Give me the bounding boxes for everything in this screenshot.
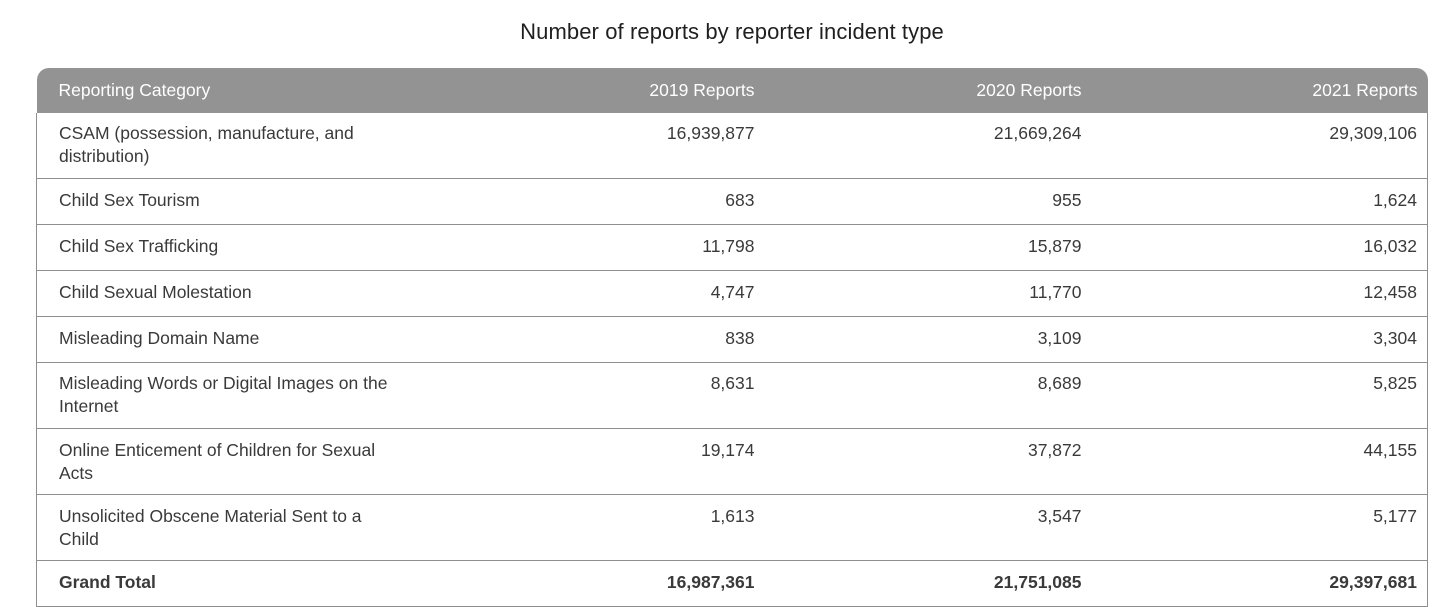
value-2020-cell: 3,109	[764, 316, 1092, 363]
value-2019-cell: 11,798	[456, 224, 765, 271]
value-2020-cell: 21,669,264	[764, 113, 1092, 179]
header-2021-reports: 2021 Reports	[1091, 68, 1428, 113]
header-2020-reports: 2020 Reports	[764, 68, 1092, 113]
table-row: Child Sexual Molestation 4,747 11,770 12…	[36, 270, 1428, 317]
category-cell: Unsolicited Obscene Material Sent to a C…	[36, 494, 457, 561]
value-2019-cell: 838	[456, 316, 765, 363]
value-2021-cell: 5,825	[1091, 362, 1428, 429]
value-2021-cell: 16,032	[1091, 224, 1428, 271]
value-2019-cell: 8,631	[456, 362, 765, 429]
grand-total-2019: 16,987,361	[456, 560, 765, 607]
header-2019-reports: 2019 Reports	[456, 68, 765, 113]
category-cell: Child Sexual Molestation	[36, 270, 457, 317]
value-2019-cell: 1,613	[456, 494, 765, 561]
value-2020-cell: 37,872	[764, 428, 1092, 495]
header-reporting-category: Reporting Category	[36, 68, 457, 113]
table-body: CSAM (possession, manufacture, and distr…	[36, 113, 1428, 607]
reports-table: Reporting Category 2019 Reports 2020 Rep…	[36, 68, 1428, 607]
table-row: Child Sex Trafficking 11,798 15,879 16,0…	[36, 224, 1428, 271]
table-row: Misleading Words or Digital Images on th…	[36, 362, 1428, 429]
category-cell: CSAM (possession, manufacture, and distr…	[36, 113, 457, 179]
value-2020-cell: 3,547	[764, 494, 1092, 561]
value-2021-cell: 12,458	[1091, 270, 1428, 317]
table-row: Child Sex Tourism 683 955 1,624	[36, 178, 1428, 225]
table-header: Reporting Category 2019 Reports 2020 Rep…	[36, 68, 1428, 113]
value-2021-cell: 5,177	[1091, 494, 1428, 561]
value-2019-cell: 683	[456, 178, 765, 225]
table-row: Online Enticement of Children for Sexual…	[36, 428, 1428, 495]
value-2020-cell: 15,879	[764, 224, 1092, 271]
grand-total-row: Grand Total 16,987,361 21,751,085 29,397…	[36, 560, 1428, 607]
category-cell: Child Sex Tourism	[36, 178, 457, 225]
value-2020-cell: 955	[764, 178, 1092, 225]
category-cell: Misleading Domain Name	[36, 316, 457, 363]
table-row: Unsolicited Obscene Material Sent to a C…	[36, 494, 1428, 561]
value-2019-cell: 16,939,877	[456, 113, 765, 179]
value-2021-cell: 44,155	[1091, 428, 1428, 495]
reports-table-container: Reporting Category 2019 Reports 2020 Rep…	[36, 68, 1428, 607]
grand-total-2020: 21,751,085	[764, 560, 1092, 607]
category-cell: Misleading Words or Digital Images on th…	[36, 362, 457, 429]
header-row: Reporting Category 2019 Reports 2020 Rep…	[36, 68, 1428, 113]
value-2020-cell: 8,689	[764, 362, 1092, 429]
page-title: Number of reports by reporter incident t…	[520, 19, 944, 44]
value-2021-cell: 1,624	[1091, 178, 1428, 225]
value-2019-cell: 19,174	[456, 428, 765, 495]
table-row: CSAM (possession, manufacture, and distr…	[36, 113, 1428, 179]
value-2021-cell: 29,309,106	[1091, 113, 1428, 179]
grand-total-2021: 29,397,681	[1091, 560, 1428, 607]
category-cell: Online Enticement of Children for Sexual…	[36, 428, 457, 495]
value-2019-cell: 4,747	[456, 270, 765, 317]
table-row: Misleading Domain Name 838 3,109 3,304	[36, 316, 1428, 363]
value-2020-cell: 11,770	[764, 270, 1092, 317]
value-2021-cell: 3,304	[1091, 316, 1428, 363]
grand-total-label: Grand Total	[36, 560, 457, 607]
category-cell: Child Sex Trafficking	[36, 224, 457, 271]
